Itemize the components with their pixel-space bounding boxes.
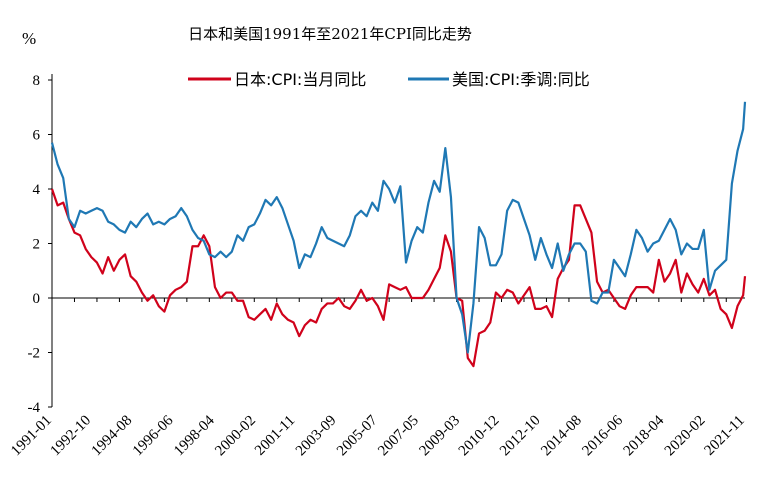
x-tick-label: 2003-09 bbox=[293, 413, 340, 460]
x-tick-label: 1996-06 bbox=[130, 412, 177, 459]
series-line-japan bbox=[50, 188, 747, 368]
y-tick-label: -4 bbox=[28, 400, 41, 416]
x-tick-label: 1994-08 bbox=[89, 413, 136, 460]
y-tick-label: 2 bbox=[33, 237, 41, 253]
x-tick-label: 1991-01 bbox=[8, 413, 55, 460]
x-tick-label: 1998-04 bbox=[171, 412, 218, 459]
legend-label-usa: 美国:CPI:季调:同比 bbox=[452, 70, 590, 89]
x-tick-label: 2005-07 bbox=[334, 412, 381, 459]
x-tick-label: 2020-02 bbox=[662, 413, 709, 460]
x-tick-label: 2009-03 bbox=[416, 413, 463, 460]
series-layer bbox=[50, 101, 747, 368]
x-tick-label: 2016-06 bbox=[579, 412, 626, 459]
x-tick-label: 2010-12 bbox=[456, 413, 503, 460]
x-axis: 1991-011992-101994-081996-061998-042000-… bbox=[8, 297, 748, 460]
x-tick-label: 2018-04 bbox=[621, 412, 668, 459]
legend-label-japan: 日本:CPI:当月同比 bbox=[234, 70, 366, 89]
y-tick-label: 8 bbox=[33, 73, 41, 89]
x-tick-label: 2001-11 bbox=[252, 413, 298, 459]
x-tick-label: 2007-05 bbox=[375, 413, 422, 460]
y-tick-label: 0 bbox=[33, 291, 41, 307]
x-tick-label: 2012-10 bbox=[497, 413, 544, 460]
x-tick-label: 1992-10 bbox=[47, 413, 94, 460]
y-axis-unit: % bbox=[22, 29, 36, 48]
x-tick-label: 2021-11 bbox=[702, 413, 748, 459]
y-tick-label: 6 bbox=[33, 128, 41, 144]
y-tick-label: 4 bbox=[33, 182, 41, 198]
x-tick-label: 2000-02 bbox=[212, 413, 259, 460]
y-axis: -4 -2 0 2 4 6 8 bbox=[28, 73, 53, 416]
chart-title: 日本和美国1991年至2021年CPI同比走势 bbox=[188, 25, 472, 43]
series-line-usa bbox=[50, 101, 747, 354]
x-tick-label: 2014-08 bbox=[538, 413, 585, 460]
y-tick-label: -2 bbox=[28, 346, 41, 362]
legend: 日本:CPI:当月同比 美国:CPI:季调:同比 bbox=[188, 70, 590, 89]
